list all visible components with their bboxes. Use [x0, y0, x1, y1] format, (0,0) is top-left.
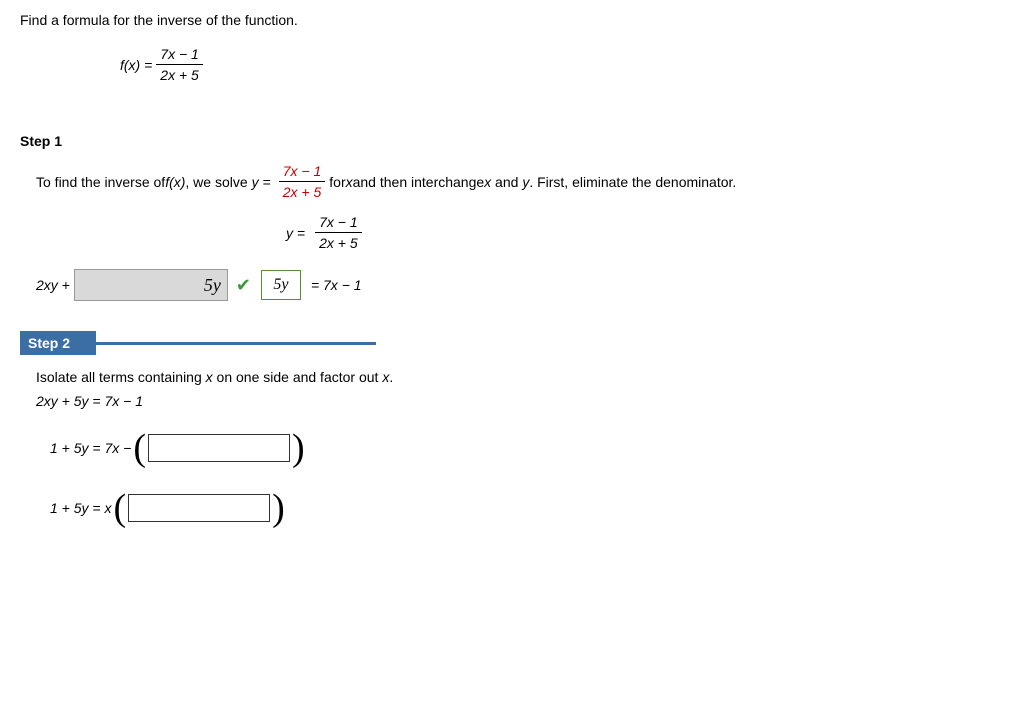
intro-and: and	[491, 174, 522, 190]
eq-den: 2x + 5	[315, 232, 362, 251]
intro-fraction: 7x − 1 2x + 5	[279, 163, 326, 200]
line1-input[interactable]	[148, 434, 290, 462]
step2-instruction-text2: on one side and factor out	[213, 369, 383, 385]
intro-frac-den: 2x + 5	[283, 184, 322, 200]
step2-eq0: 2xy + 5y = 7x − 1	[36, 393, 1004, 409]
intro-fn: f(x)	[165, 174, 185, 190]
answer-input-1[interactable]: 5y	[74, 269, 228, 301]
intro-y: y	[522, 174, 529, 190]
step1-equation: y = 7x − 1 2x + 5	[286, 214, 1004, 251]
eq-num: 7x − 1	[315, 214, 362, 232]
intro-frac-num: 7x − 1	[283, 163, 322, 179]
step2-instruction-text1: Isolate all terms containing	[36, 369, 206, 385]
eq-lhs: y =	[286, 225, 305, 241]
formula-denominator: 2x + 5	[156, 64, 203, 83]
check-icon: ✔	[236, 275, 251, 296]
intro-text-5: . First, eliminate the denominator.	[529, 174, 736, 190]
intro-x: x	[346, 174, 353, 190]
step1-body: To find the inverse of f(x) , we solve y…	[36, 163, 1004, 301]
intro-text-4: and then interchange	[353, 174, 485, 190]
step2-bar	[96, 342, 376, 345]
line2-lhs: 1 + 5y = x	[50, 500, 111, 516]
step1-answer-line: 2xy + 5y ✔ 5y = 7x − 1	[36, 269, 1004, 301]
step2-period: .	[389, 369, 393, 385]
intro-text-3: for	[329, 174, 345, 190]
close-paren-1: )	[290, 429, 307, 467]
step2-instruction: Isolate all terms containing x on one si…	[36, 369, 1004, 385]
step2-header: Step 2	[20, 331, 1004, 355]
intro-x2: x	[484, 174, 491, 190]
step1-intro-line: To find the inverse of f(x) , we solve y…	[36, 163, 1004, 200]
open-paren-2: (	[111, 489, 128, 527]
step2-line2: 1 + 5y = x ( )	[50, 489, 1004, 527]
formula-lhs: f(x) =	[120, 57, 152, 73]
intro-yeq: y =	[252, 174, 271, 190]
formula-fraction: 7x − 1 2x + 5	[156, 46, 203, 83]
step2-body: Isolate all terms containing x on one si…	[36, 369, 1004, 527]
eq-fraction: 7x − 1 2x + 5	[315, 214, 362, 251]
line2-input[interactable]	[128, 494, 270, 522]
question-prompt: Find a formula for the inverse of the fu…	[20, 12, 1004, 28]
step2-line1: 1 + 5y = 7x − ( )	[50, 429, 1004, 467]
intro-text-2: , we solve	[185, 174, 247, 190]
line1-lhs: 1 + 5y = 7x −	[50, 440, 131, 456]
formula-numerator: 7x − 1	[156, 46, 203, 64]
step2-x1: x	[206, 369, 213, 385]
step2-label: Step 2	[20, 331, 96, 355]
answer-rhs: = 7x − 1	[311, 277, 362, 293]
answer-input-2[interactable]: 5y	[261, 270, 301, 300]
intro-text-1: To find the inverse of	[36, 174, 165, 190]
close-paren-2: )	[270, 489, 287, 527]
open-paren-1: (	[131, 429, 148, 467]
step1-label: Step 1	[20, 133, 1004, 149]
answer-lhs: 2xy +	[36, 277, 70, 293]
main-formula: f(x) = 7x − 1 2x + 5	[120, 46, 1004, 83]
